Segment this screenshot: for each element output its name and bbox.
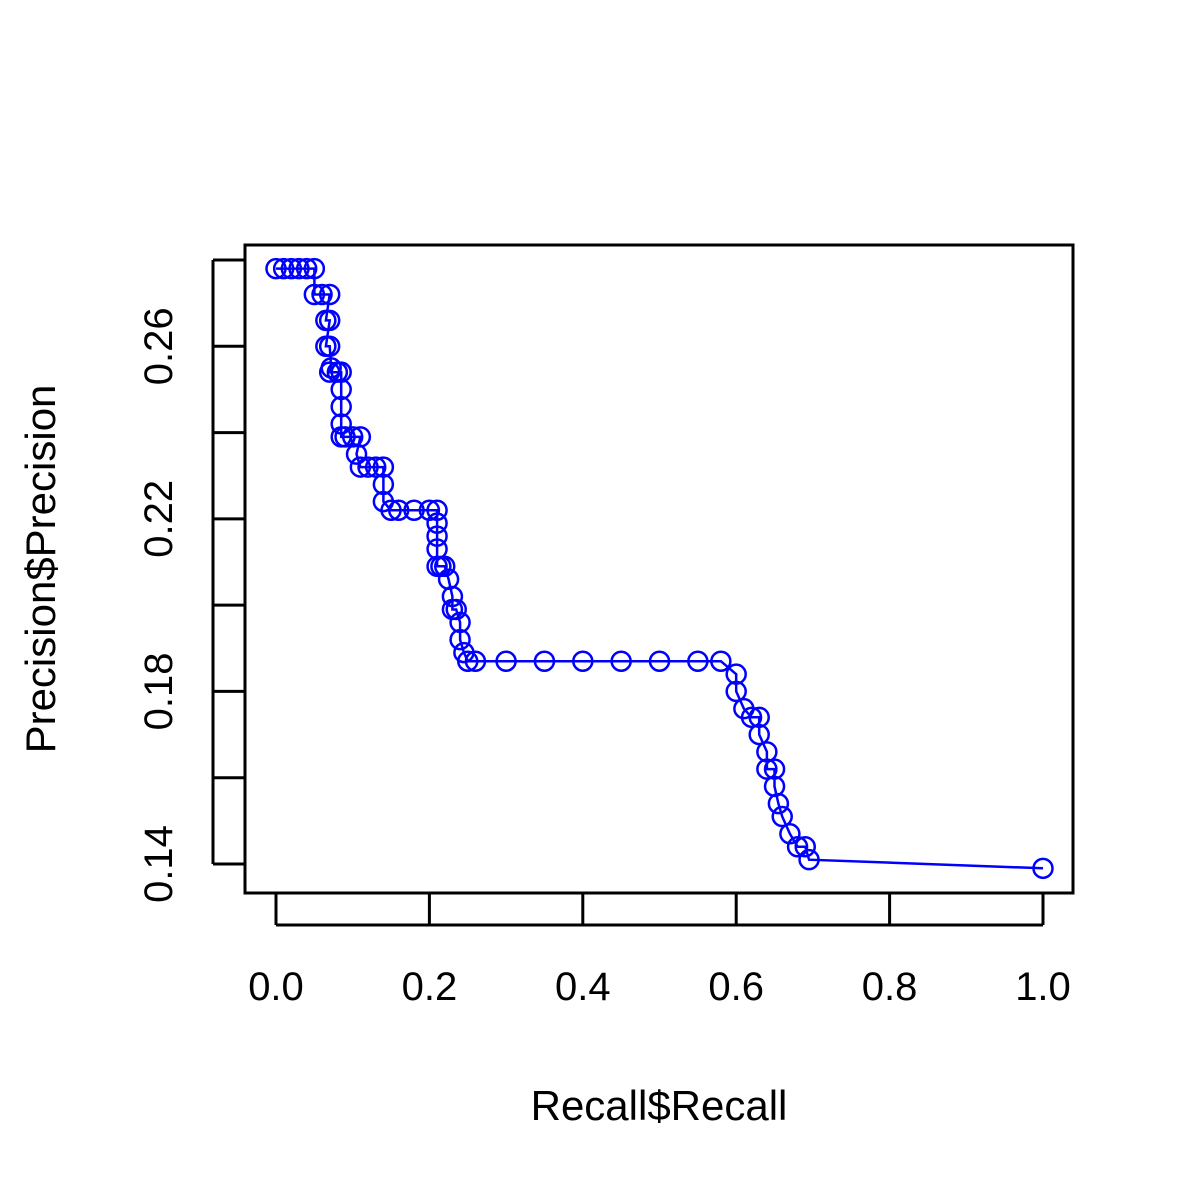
data-point xyxy=(330,413,352,435)
data-point xyxy=(756,741,778,763)
data-point xyxy=(387,499,410,521)
plot-frame xyxy=(243,243,1075,895)
x-tick-label: 0.6 xyxy=(708,965,764,1009)
data-point xyxy=(318,283,341,306)
data-point xyxy=(311,283,333,306)
data-point xyxy=(403,499,425,521)
data-point xyxy=(357,456,379,478)
data-point xyxy=(426,512,448,534)
data-point xyxy=(272,257,295,280)
data-point xyxy=(457,650,479,672)
x-tick-label: 0.2 xyxy=(402,965,458,1009)
data-point xyxy=(433,555,456,578)
x-tick-label: 0.8 xyxy=(862,965,918,1009)
series-line xyxy=(276,267,1044,870)
data-point xyxy=(725,663,747,685)
data-point xyxy=(710,650,732,672)
y-tick-label: 0.18 xyxy=(137,652,181,730)
data-point xyxy=(748,723,770,746)
y-axis: 0.14 0.18 0.22 0.26 xyxy=(137,258,245,903)
data-point xyxy=(349,456,372,478)
data-point xyxy=(798,848,820,871)
data-point xyxy=(330,378,352,401)
data-point xyxy=(330,395,352,418)
x-tick-label: 0.0 xyxy=(248,965,304,1009)
data-point xyxy=(295,257,318,280)
y-tick-label: 0.22 xyxy=(137,480,181,558)
data-point xyxy=(364,456,387,478)
data-point xyxy=(786,835,809,858)
data-point xyxy=(748,706,770,729)
data-point xyxy=(380,499,402,521)
data-point xyxy=(303,283,326,306)
data-point xyxy=(464,650,487,672)
data-point xyxy=(740,706,763,729)
data-point xyxy=(318,361,341,383)
x-tick-label: 0.4 xyxy=(555,965,611,1009)
data-point xyxy=(610,650,632,672)
series-points xyxy=(265,257,1054,880)
data-point xyxy=(533,650,556,672)
data-point xyxy=(426,499,448,521)
data-point xyxy=(767,792,790,815)
x-tick-label: 1.0 xyxy=(1015,965,1071,1009)
data-point xyxy=(449,611,471,634)
data-point xyxy=(449,628,471,651)
y-tick-label: 0.14 xyxy=(137,825,181,903)
y-tick-label: 0.26 xyxy=(137,307,181,385)
data-point xyxy=(495,650,517,672)
data-point xyxy=(372,473,395,496)
data-point xyxy=(572,650,594,672)
data-point xyxy=(318,309,341,332)
data-point xyxy=(441,585,464,608)
data-point xyxy=(303,257,326,280)
data-point xyxy=(345,443,368,465)
data-point xyxy=(763,758,786,780)
series-path xyxy=(276,267,1044,870)
data-point xyxy=(330,361,352,383)
data-point xyxy=(372,456,395,478)
data-point xyxy=(318,335,341,358)
x-axis: 0.0 0.2 0.4 0.6 0.8 1.0 xyxy=(248,893,1071,1009)
data-point xyxy=(280,257,303,280)
data-point xyxy=(648,650,671,672)
data-point xyxy=(725,680,747,703)
data-point xyxy=(265,257,287,280)
data-point xyxy=(756,758,778,780)
y-axis-title: Precision$Precision xyxy=(17,385,64,754)
x-axis-title: Recall$Recall xyxy=(531,1082,788,1129)
data-point xyxy=(1032,857,1054,880)
data-point xyxy=(794,835,816,858)
data-point xyxy=(288,257,310,280)
data-point xyxy=(334,426,356,448)
data-point xyxy=(426,525,448,547)
data-point xyxy=(445,598,467,621)
data-point xyxy=(687,650,709,672)
data-point xyxy=(771,805,793,828)
